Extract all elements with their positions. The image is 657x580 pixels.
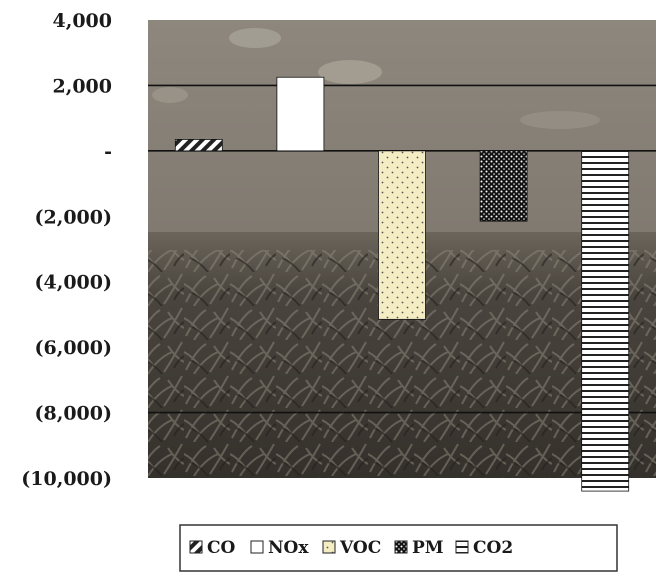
legend-label-co: CO (207, 538, 236, 558)
y-tick-label: (4,000) (35, 272, 112, 294)
y-tick-label: - (104, 141, 112, 163)
bar-voc (378, 150, 426, 320)
legend-swatch-co2 (455, 540, 469, 554)
y-tick-label: (2,000) (35, 206, 112, 228)
legend-swatch-nox (250, 540, 264, 554)
y-axis-ticks: 4,000 2,000 - (2,000) (4,000) (6,000) (8,000) (… (21, 10, 112, 490)
legend: CO NOx VOC PM CO2 (179, 524, 618, 572)
bar-pm (479, 150, 528, 222)
bar-nox (276, 76, 325, 152)
legend-label-nox: NOx (268, 538, 309, 558)
y-tick-label: (6,000) (35, 337, 112, 359)
y-tick-label: (8,000) (35, 403, 112, 425)
legend-label-co2: CO2 (473, 538, 513, 558)
legend-label-voc: VOC (339, 538, 381, 558)
bar-co2 (581, 150, 630, 492)
y-tick-label: (10,000) (21, 468, 112, 490)
bar-co (174, 139, 223, 152)
legend-swatch-pm (394, 540, 408, 554)
y-tick-label: 4,000 (53, 10, 113, 32)
legend-swatch-voc (322, 540, 336, 554)
bars (174, 76, 630, 492)
y-tick-label: 2,000 (53, 75, 113, 97)
legend-label-pm: PM (412, 538, 444, 558)
legend-swatch-co (189, 540, 203, 554)
